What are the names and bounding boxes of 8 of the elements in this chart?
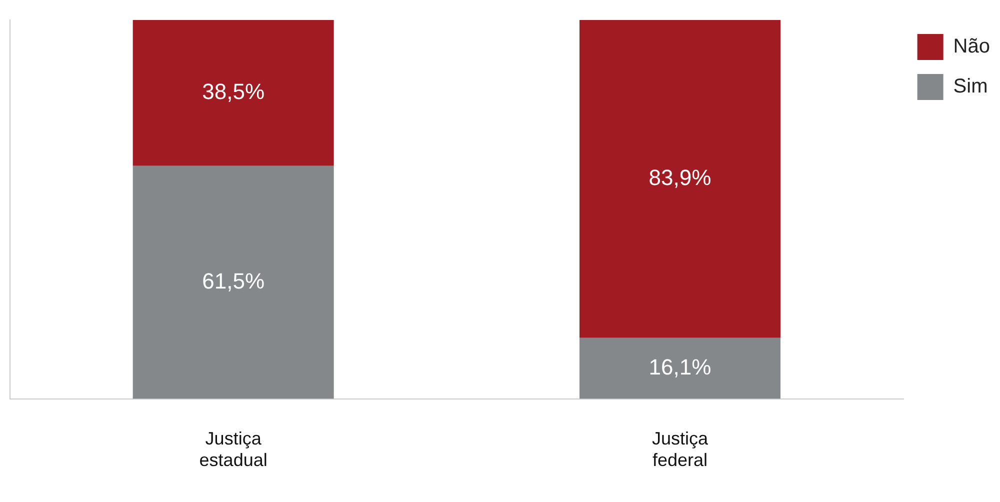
data-label: 38,5% — [202, 78, 265, 104]
legend-label: Sim — [953, 76, 988, 98]
x-tick-label: Justiça estadual — [199, 428, 268, 470]
data-label: 61,5% — [202, 268, 265, 294]
data-label: 16,1% — [648, 354, 712, 380]
data-label: 83,9% — [648, 164, 712, 190]
x-tick-label: Justiça federal — [652, 428, 709, 470]
legend-label: Não — [953, 36, 990, 58]
